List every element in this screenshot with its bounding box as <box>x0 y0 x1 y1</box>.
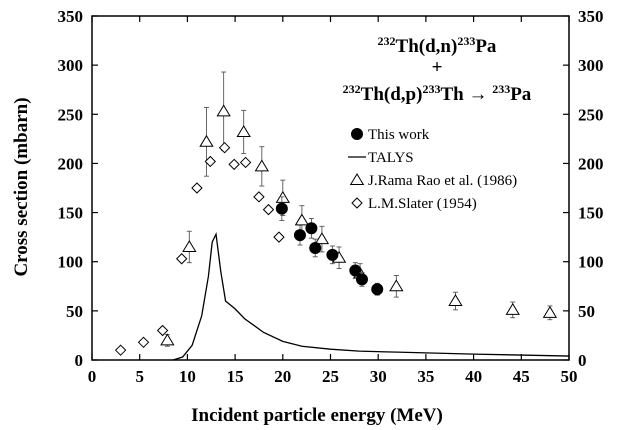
data-point <box>253 191 265 203</box>
series-line <box>172 231 570 361</box>
data-point <box>275 202 288 215</box>
legend-label: This work <box>368 127 430 143</box>
x-tick-label: 0 <box>88 367 97 386</box>
data-point <box>156 324 169 337</box>
legend-label: J.Rama Rao et al. (1986) <box>368 173 517 189</box>
mass-number: 233 <box>492 82 510 96</box>
y-tick-label: 150 <box>58 204 84 223</box>
mass-number: 233 <box>422 82 440 96</box>
data-point <box>542 305 558 318</box>
legend-marker <box>349 173 365 185</box>
data-point <box>160 333 175 346</box>
y-tick-label: 200 <box>58 154 84 173</box>
title-line: + <box>432 57 443 78</box>
data-point <box>389 279 404 292</box>
y-axis-label: Cross section (mbarn) <box>11 97 32 276</box>
x-tick-label: 50 <box>561 367 578 386</box>
legend-item: L.M.Slater (1954) <box>351 196 477 212</box>
data-point <box>293 229 306 242</box>
y-tick-label-right: 350 <box>578 7 604 26</box>
y-tick-label: 350 <box>58 7 84 26</box>
data-point <box>355 273 368 286</box>
data-point <box>191 182 203 194</box>
data-point <box>371 283 384 296</box>
x-tick-label: 15 <box>227 367 244 386</box>
mass-number: 232 <box>343 82 361 96</box>
y-tick-label-right: 0 <box>578 351 587 370</box>
x-tick-label: 30 <box>370 367 387 386</box>
mass-number: 232 <box>378 34 396 48</box>
data-point <box>204 155 217 168</box>
y-tick-label: 50 <box>66 302 83 321</box>
y-tick-label-right: 250 <box>578 105 604 124</box>
data-point <box>137 336 150 349</box>
data-point <box>216 104 231 117</box>
axis-ticks <box>91 15 570 361</box>
legend-item: This work <box>351 127 430 143</box>
legend-label: L.M.Slater (1954) <box>368 196 477 212</box>
data-point <box>114 344 127 356</box>
series-open-diamond <box>114 141 285 356</box>
y-tick-label: 100 <box>58 253 84 272</box>
data-point <box>199 134 214 147</box>
chart-title: 232Th(d,n)233Pa +232Th(d,p)233Th → 233Pa <box>343 34 532 105</box>
x-tick-label: 5 <box>135 367 144 386</box>
y-tick-label: 0 <box>75 351 84 370</box>
y-tick-label: 300 <box>58 56 84 75</box>
data-point <box>236 125 251 137</box>
data-point <box>309 241 322 254</box>
data-point <box>448 294 463 307</box>
title-line: 232Th(d,p)233Th → 233Pa <box>343 82 532 105</box>
title-part: Th(d,n) <box>396 36 458 57</box>
y-tick-label-right: 150 <box>578 204 604 223</box>
data-point <box>262 203 275 216</box>
data-point <box>314 232 330 245</box>
data-point <box>175 253 188 265</box>
legend: This work TALYS J.Rama Rao et al. (1986) L.… <box>348 127 517 212</box>
y-tick-label-right: 300 <box>578 56 604 75</box>
series-open-triangle <box>160 71 558 347</box>
talys-curve <box>172 231 570 361</box>
y-tick-label-right: 200 <box>578 154 604 173</box>
mass-number: 233 <box>457 34 475 48</box>
title-part: Th → <box>440 84 492 105</box>
legend-item: TALYS <box>348 150 414 166</box>
series-layer <box>114 71 570 361</box>
title-part: Th(d,p) <box>361 84 423 105</box>
series-filled-circle <box>275 196 384 296</box>
legend-item: J.Rama Rao et al. (1986) <box>349 173 517 189</box>
data-point <box>505 302 520 315</box>
data-point <box>218 141 231 154</box>
title-line: 232Th(d,n)233Pa <box>378 34 497 57</box>
x-tick-label: 25 <box>322 367 339 386</box>
data-point <box>182 239 197 252</box>
data-point <box>349 264 362 277</box>
data-point <box>305 222 318 235</box>
x-tick-label: 40 <box>465 367 482 386</box>
data-point <box>326 248 339 261</box>
data-point <box>239 156 252 169</box>
y-tick-label-right: 100 <box>578 253 604 272</box>
x-tick-label: 10 <box>179 367 196 386</box>
data-point <box>254 159 269 172</box>
x-axis-label: Incident particle energy (MeV) <box>191 405 443 426</box>
x-tick-label: 45 <box>513 367 530 386</box>
title-part: Pa <box>475 36 497 57</box>
legend-marker <box>351 197 363 209</box>
legend-label: TALYS <box>368 150 414 166</box>
x-tick-label: 20 <box>274 367 291 386</box>
x-tick-label: 35 <box>417 367 434 386</box>
legend-marker <box>351 128 363 140</box>
data-point <box>228 158 240 171</box>
y-tick-label-right: 50 <box>578 302 595 321</box>
title-part: Pa <box>510 84 532 105</box>
y-tick-label: 250 <box>58 105 84 124</box>
data-point <box>273 231 285 243</box>
data-point <box>294 213 310 226</box>
title-part: + <box>432 57 443 78</box>
